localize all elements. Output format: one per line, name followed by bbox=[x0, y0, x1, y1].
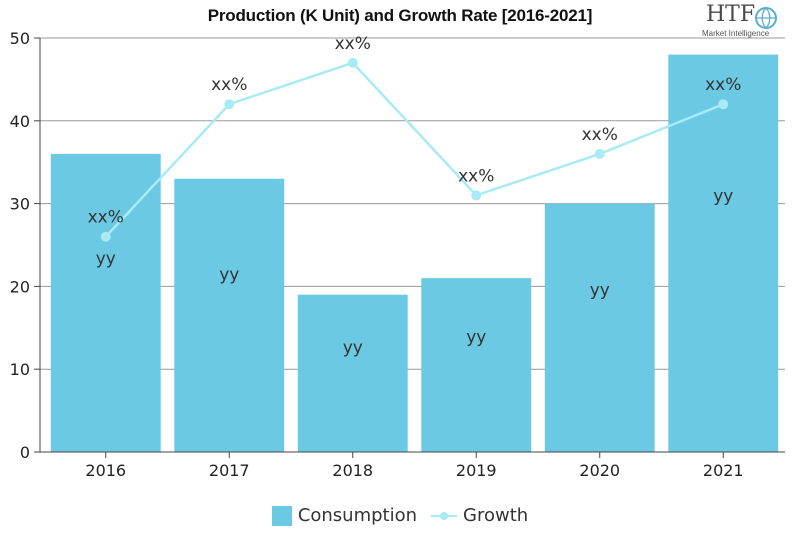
bar-data-label: yy bbox=[343, 338, 363, 358]
legend: Consumption Growth bbox=[0, 505, 800, 526]
x-tick-label: 2020 bbox=[579, 461, 620, 480]
bar-data-label: yy bbox=[590, 281, 610, 301]
line-data-label: xx% bbox=[705, 75, 741, 95]
bar-2017 bbox=[174, 178, 285, 452]
growth-point-2021 bbox=[718, 99, 729, 110]
y-tick-label: 20 bbox=[10, 277, 30, 296]
growth-point-2019 bbox=[471, 190, 482, 201]
bar-2021 bbox=[668, 54, 779, 453]
bar-data-label: yy bbox=[466, 327, 486, 347]
bar-data-label: yy bbox=[96, 249, 116, 269]
y-tick-label: 40 bbox=[10, 112, 30, 131]
bar-2016 bbox=[50, 153, 161, 453]
line-data-label: xx% bbox=[211, 75, 247, 95]
globe-icon bbox=[755, 7, 777, 29]
bar-2019 bbox=[421, 278, 532, 452]
y-tick-label: 50 bbox=[10, 29, 30, 48]
legend-swatch-line bbox=[431, 510, 458, 522]
legend-swatch-bar bbox=[271, 505, 292, 526]
y-tick-label: 10 bbox=[10, 360, 30, 379]
growth-point-2017 bbox=[224, 99, 235, 110]
growth-point-2016 bbox=[100, 231, 111, 242]
legend-label-consumption: Consumption bbox=[297, 505, 418, 526]
line-data-label: xx% bbox=[458, 166, 494, 186]
axes: 0 10 20 30 40 50 2016 2017 2018 2019 2020 2021 bbox=[10, 29, 785, 480]
bar-data-label: yy bbox=[713, 187, 733, 207]
growth-point-2020 bbox=[594, 148, 605, 159]
legend-label-growth: Growth bbox=[463, 505, 529, 526]
growth-line bbox=[104, 61, 724, 238]
growth-point-2018 bbox=[347, 57, 358, 68]
logo-subtext: Market Intelligence bbox=[702, 29, 770, 38]
bar-data-label: yy bbox=[219, 265, 239, 285]
y-tick-label: 0 bbox=[20, 443, 30, 462]
legend-item-consumption[interactable]: Consumption bbox=[271, 505, 418, 526]
line-data-label: xx% bbox=[88, 208, 124, 228]
line-data-label: xx% bbox=[335, 34, 371, 54]
legend-item-growth[interactable]: Growth bbox=[431, 505, 528, 526]
x-tick-label: 2016 bbox=[85, 461, 126, 480]
line-series bbox=[100, 57, 729, 242]
logo-text: HTF bbox=[706, 2, 756, 27]
data-labels: yy yy yy yy yy yy xx% xx% xx% xx% xx% xx% bbox=[88, 34, 742, 358]
x-tick-label: 2019 bbox=[456, 461, 497, 480]
x-tick-label: 2017 bbox=[209, 461, 250, 480]
bar-2018 bbox=[297, 294, 408, 452]
line-data-label: xx% bbox=[582, 125, 618, 145]
x-tick-label: 2021 bbox=[703, 461, 744, 480]
x-tick-label: 2018 bbox=[332, 461, 373, 480]
bar-series bbox=[50, 54, 779, 453]
htf-logo: HTF Market Intelligence bbox=[700, 2, 786, 44]
y-tick-label: 30 bbox=[10, 195, 30, 214]
bar-2020 bbox=[544, 203, 655, 452]
chart-title: Production (K Unit) and Growth Rate [201… bbox=[207, 6, 593, 25]
